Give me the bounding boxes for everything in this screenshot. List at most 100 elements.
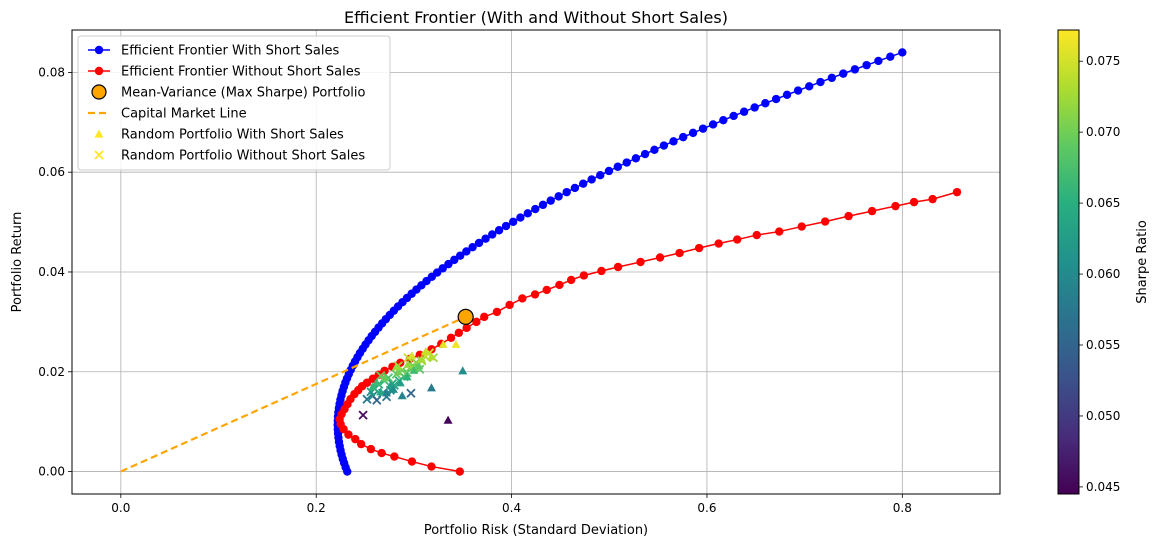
random-with-short-sales-point xyxy=(402,372,412,381)
with-short-sales-point xyxy=(761,99,770,108)
with-short-sales-point xyxy=(587,175,596,184)
with-short-sales-point xyxy=(793,86,803,95)
without-short-sales-point xyxy=(480,312,489,322)
with-short-sales-point xyxy=(622,158,631,167)
without-short-sales-point xyxy=(844,211,853,221)
with-short-sales-line xyxy=(336,51,903,472)
with-short-sales-point xyxy=(739,107,749,116)
without-short-sales-point xyxy=(655,253,665,262)
with-short-sales-point xyxy=(444,259,453,269)
y-tick-label: 0.04 xyxy=(38,265,65,279)
random-with-short-sales-point xyxy=(426,352,436,361)
with-short-sales-point xyxy=(613,162,622,171)
with-short-sales-point xyxy=(450,255,459,265)
without-short-sales-point xyxy=(472,317,481,327)
without-short-sales-point xyxy=(952,187,962,197)
without-short-sales-point xyxy=(613,262,623,272)
with-short-sales-point xyxy=(631,154,641,163)
without-short-sales-point xyxy=(797,222,806,231)
without-short-sales-point xyxy=(566,275,576,285)
x-axis-label: Portfolio Risk (Standard Deviation) xyxy=(424,523,648,538)
without-short-sales-point xyxy=(427,462,436,471)
with-short-sales-point xyxy=(862,60,871,70)
y-tick-label: 0.06 xyxy=(38,165,65,179)
random-without-short-sales-point xyxy=(358,410,368,420)
with-short-sales-point xyxy=(604,166,614,176)
with-short-sales-point xyxy=(659,141,669,150)
without-short-sales-point xyxy=(714,239,723,248)
y-axis: 0.00 0.02 0.04 0.06 0.08 xyxy=(38,65,72,479)
without-short-sales-point xyxy=(579,271,589,280)
colorbar-tick-label: 0.070 xyxy=(1086,125,1120,139)
without-short-sales-point xyxy=(530,290,540,299)
plot-area xyxy=(120,48,962,476)
random-with-short-sales-point xyxy=(380,373,390,382)
without-short-sales-point xyxy=(928,194,937,204)
without-short-sales-point xyxy=(636,257,645,267)
with-short-sales-point xyxy=(750,103,759,112)
random-with-short-sales-point xyxy=(388,384,398,393)
without-short-sales-point xyxy=(775,227,784,236)
with-short-sales-point xyxy=(839,69,848,78)
colorbar-tick-label: 0.065 xyxy=(1086,196,1120,210)
without-short-sales-point xyxy=(366,444,376,454)
legend-marker-swatch xyxy=(94,129,104,138)
with-short-sales-point xyxy=(570,183,580,193)
with-short-sales-point xyxy=(501,221,511,231)
random-with-short-sales-point xyxy=(372,378,382,387)
with-short-sales-point xyxy=(816,77,825,87)
y-tick-label: 0.00 xyxy=(38,465,65,479)
without-short-sales-point xyxy=(362,378,372,387)
legend: Efficient Frontier With Short Sales Effic… xyxy=(77,35,391,171)
legend-label: Efficient Frontier With Short Sales xyxy=(121,44,339,59)
with-short-sales-point xyxy=(650,145,659,155)
with-short-sales-point xyxy=(579,179,588,188)
legend-marker-swatch xyxy=(94,45,104,55)
random-with-short-sales-point xyxy=(426,383,436,392)
colorbar-tick-label: 0.050 xyxy=(1086,409,1120,423)
without-short-sales-point xyxy=(344,430,353,439)
random-with-short-sales-point xyxy=(393,367,403,376)
without-short-sales-point xyxy=(407,457,417,466)
with-short-sales-point xyxy=(546,196,555,205)
with-short-sales-point xyxy=(898,48,907,57)
legend-label: Capital Market Line xyxy=(121,107,247,122)
with-short-sales-point xyxy=(771,94,781,104)
without-short-sales-point xyxy=(867,206,877,216)
random-with-short-sales-point xyxy=(403,359,413,368)
colorbar-gradient xyxy=(1057,29,1080,495)
random-with-short-sales-point xyxy=(421,347,431,356)
with-short-sales-point xyxy=(481,234,490,243)
random-without-short-sales-point xyxy=(362,394,372,404)
with-short-sales-point xyxy=(554,192,563,201)
with-short-sales-point xyxy=(562,187,571,197)
with-short-sales-point xyxy=(719,115,728,125)
legend-box xyxy=(77,35,391,171)
without-short-sales-point xyxy=(351,434,360,444)
with-short-sales-point xyxy=(508,217,518,226)
legend-marker-swatch xyxy=(94,66,104,76)
random-with-short-sales-point xyxy=(414,361,424,370)
max-sharpe-portfolio-point xyxy=(457,308,474,325)
with-short-sales-point xyxy=(669,137,678,146)
without-short-sales-point xyxy=(694,243,704,253)
with-short-sales-point xyxy=(596,171,605,180)
with-short-sales-point xyxy=(468,242,477,252)
colorbar-label: Sharpe Ratio xyxy=(1135,220,1150,304)
colorbar-tick-label: 0.055 xyxy=(1086,338,1120,352)
x-tick-label: 0.4 xyxy=(502,501,521,515)
random-with-short-sales-point xyxy=(451,339,461,348)
without-short-sales-point xyxy=(909,197,919,207)
without-short-sales-point xyxy=(377,448,386,458)
without-short-sales-point xyxy=(675,248,684,258)
random-with-short-sales-point xyxy=(395,378,405,387)
colorbar-tick-label: 0.060 xyxy=(1086,267,1120,281)
legend-label: Random Portfolio With Short Sales xyxy=(121,128,344,143)
y-axis-label: Portfolio Return xyxy=(10,212,25,313)
with-short-sales-point xyxy=(729,111,738,121)
without-short-sales-point xyxy=(820,217,830,226)
without-short-sales-point xyxy=(455,467,465,476)
with-short-sales-point xyxy=(538,200,548,210)
legend-label: Mean-Variance (Max Sharpe) Portfolio xyxy=(121,86,366,101)
